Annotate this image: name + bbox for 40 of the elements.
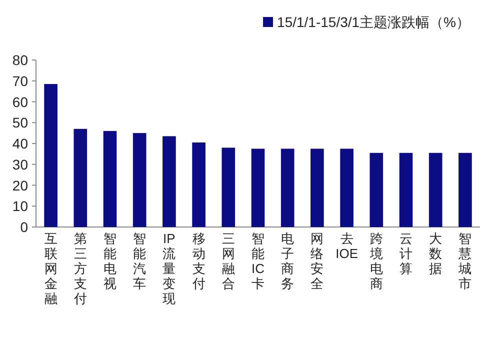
bar — [399, 152, 413, 227]
y-tick-label: 60 — [12, 94, 28, 110]
legend-label: 15/1/1-15/3/1主题涨跌幅（%） — [277, 14, 470, 30]
x-tick-label: 电子商务 — [281, 231, 294, 291]
x-tick-label: 移动支付 — [191, 231, 206, 291]
x-tick-label: 第三方支付 — [72, 231, 87, 306]
x-tick-label: 智能电视 — [104, 231, 116, 291]
y-tick-label: 70 — [12, 72, 28, 89]
x-tick-label: 跨境电商 — [368, 231, 383, 291]
x-tick-label: IP流量变现 — [162, 231, 176, 306]
x-tick-label: 智能汽车 — [133, 231, 146, 291]
y-tick-label: 10 — [12, 198, 28, 214]
bar — [458, 152, 472, 227]
bar — [162, 136, 176, 227]
x-tick-label: 大数据 — [429, 231, 442, 276]
x-tick-label: 智慧城市 — [458, 231, 472, 291]
y-tick-label: 20 — [12, 177, 28, 194]
bar — [280, 148, 294, 227]
x-tick-label: 智能IC卡 — [252, 231, 264, 291]
y-tick-label: 30 — [12, 156, 28, 172]
y-tick-label: 0 — [20, 219, 28, 235]
bar — [222, 148, 236, 227]
bar — [132, 133, 146, 227]
y-tick-label: 40 — [12, 136, 28, 152]
bar — [370, 152, 384, 227]
bar — [340, 148, 354, 227]
bar — [428, 152, 442, 227]
bar — [251, 148, 265, 227]
y-tick-label: 80 — [12, 52, 28, 68]
bar — [192, 142, 206, 227]
x-tick-label: 云计算 — [400, 231, 412, 276]
bar — [74, 128, 88, 227]
bar — [103, 130, 117, 227]
x-tick-label: 网络安全 — [310, 231, 324, 291]
bar — [310, 148, 324, 227]
x-tick-label: 互联网金融 — [44, 231, 58, 306]
y-tick-label: 50 — [12, 114, 28, 131]
x-tick-label: 去IOE — [336, 231, 358, 261]
bar — [44, 84, 58, 227]
x-tick-label: 三网融合 — [222, 231, 235, 291]
